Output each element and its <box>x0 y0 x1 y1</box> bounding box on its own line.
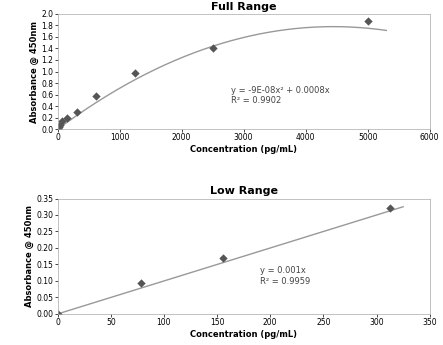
Point <box>93 93 100 99</box>
Point <box>54 127 61 132</box>
Point <box>387 206 394 211</box>
Y-axis label: Absorbance @ 450nm: Absorbance @ 450nm <box>29 20 39 122</box>
Point <box>74 109 81 115</box>
Point <box>64 115 71 120</box>
Point <box>59 118 66 124</box>
X-axis label: Concentration (pg/mL): Concentration (pg/mL) <box>190 145 297 154</box>
Point <box>54 311 61 317</box>
Title: Full Range: Full Range <box>211 2 276 12</box>
Point <box>55 124 62 130</box>
Point <box>137 280 144 285</box>
Point <box>220 255 227 260</box>
Point <box>209 46 216 51</box>
Point <box>364 19 371 24</box>
Point <box>132 70 139 76</box>
Text: y = 0.001x
R² = 0.9959: y = 0.001x R² = 0.9959 <box>260 266 310 286</box>
Point <box>57 122 64 128</box>
X-axis label: Concentration (pg/mL): Concentration (pg/mL) <box>190 330 297 339</box>
Title: Low Range: Low Range <box>210 186 278 196</box>
Text: y = -9E-08x² + 0.0008x
R² = 0.9902: y = -9E-08x² + 0.0008x R² = 0.9902 <box>231 86 330 106</box>
Y-axis label: Absorbance @ 450nm: Absorbance @ 450nm <box>24 205 34 307</box>
